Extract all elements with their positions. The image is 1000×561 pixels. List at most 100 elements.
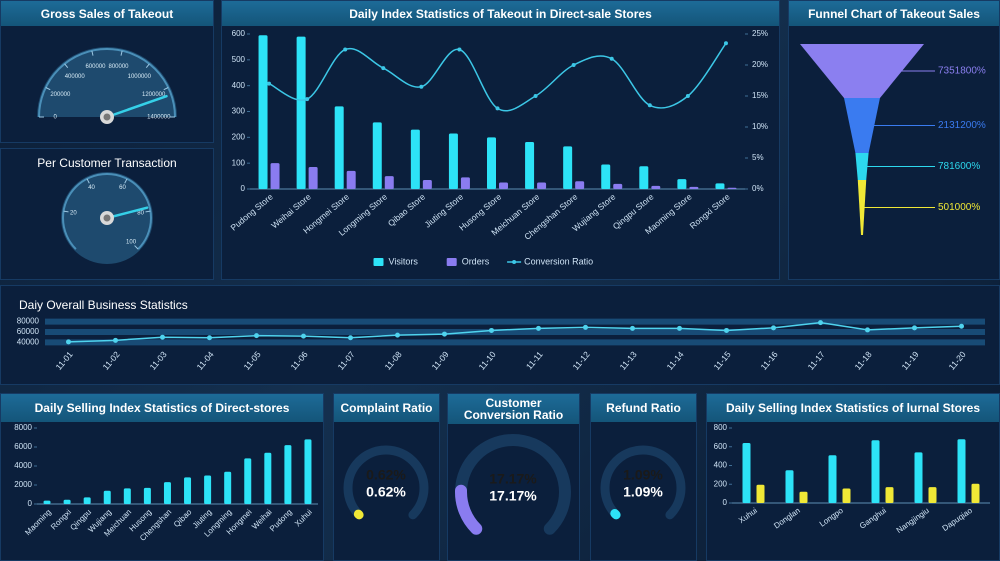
y2-tick-label: 5% (752, 153, 764, 162)
point (267, 81, 272, 86)
panel-title: Daiy Overall Business Statistics (19, 298, 188, 312)
gauge-tick-label: 600000 (85, 64, 106, 70)
bar (184, 477, 192, 504)
point (343, 47, 348, 52)
bar (715, 183, 725, 189)
x-tick-label: Pudong Store (229, 191, 275, 232)
x-tick-label: 11-13 (618, 349, 639, 372)
bar (928, 487, 937, 503)
panel-title: Daily Selling Index Statistics of lurnal… (707, 394, 999, 422)
point (865, 327, 870, 333)
bar (885, 487, 894, 503)
x-tick-label: 11-20 (947, 349, 968, 372)
x-tick-label: Dapuqiao (941, 506, 975, 533)
point (723, 41, 728, 46)
y-tick-label: 6000 (14, 442, 32, 451)
x-tick-label: 11-02 (101, 349, 122, 372)
gauge-hub-inner (103, 214, 111, 222)
bar (448, 133, 458, 189)
bar (244, 458, 252, 504)
point (66, 339, 71, 345)
legend-label: Visitors (389, 256, 419, 266)
bar (914, 452, 923, 503)
panel: Daily Selling Index Statistics of lurnal… (706, 393, 1000, 561)
bar (828, 455, 837, 503)
y-tick-label: 0 (723, 498, 728, 507)
x-tick-label: Ganghui (858, 506, 888, 531)
x-tick-label: Rongxi Store (688, 191, 732, 230)
gauge-tick-label: 100 (126, 240, 137, 246)
bar (601, 164, 611, 189)
x-tick-label: 11-19 (900, 349, 921, 372)
x-tick-label: 11-08 (383, 349, 404, 372)
x-tick-label: 11-09 (430, 349, 451, 372)
point (254, 333, 259, 339)
y2-tick-label: 0% (752, 184, 764, 193)
bar (785, 470, 794, 503)
bar (270, 163, 280, 189)
legend-label: Conversion Ratio (524, 256, 593, 266)
ring-value (455, 484, 483, 535)
panel-title: Refund Ratio (591, 394, 696, 422)
x-tick-label: Xuhui (737, 506, 759, 525)
point (305, 97, 310, 102)
point (301, 333, 306, 339)
gauge-hub-inner (103, 113, 111, 121)
ring-track (343, 445, 429, 520)
y-tick-label: 8000 (14, 423, 32, 432)
bar (799, 491, 808, 503)
ring-value (353, 509, 364, 520)
y-tick-label: 200 (714, 479, 728, 488)
bar (742, 443, 751, 503)
y2-tick-label: 25% (752, 29, 768, 38)
x-tick-label: 11-11 (524, 349, 545, 371)
point (533, 94, 538, 98)
funnel-label: 501000% (938, 202, 980, 213)
gauge-tick (120, 50, 123, 56)
bar (163, 482, 171, 504)
bar (422, 179, 432, 189)
bar (563, 146, 573, 189)
legend-label: Orders (462, 256, 490, 266)
point (630, 325, 635, 331)
y-tick-label: 300 (232, 107, 246, 116)
gauge-face (37, 47, 177, 117)
bar (727, 187, 737, 189)
gauge-tick (86, 178, 90, 184)
ring-label-shadow: 17.17% (489, 471, 537, 487)
bar (264, 452, 272, 504)
bar (871, 440, 880, 503)
panel-title: Daily Selling Index Statistics of Direct… (1, 394, 323, 422)
y-tick-label: 60000 (17, 327, 40, 336)
x-tick-label: 11-07 (336, 349, 357, 372)
x-tick-label: Longpo (818, 506, 845, 529)
gauge-tick-label: 200000 (50, 92, 71, 98)
point (495, 106, 500, 111)
panel-title: Complaint Ratio (334, 394, 439, 422)
bar (957, 439, 966, 503)
point (647, 103, 652, 108)
bar (410, 129, 420, 189)
bar (639, 166, 649, 189)
gauge-tick (145, 210, 151, 213)
gauge-tick-label: 0 (54, 115, 58, 121)
x-tick-label: Xuhui (293, 507, 314, 528)
y2-tick-label: 10% (752, 122, 768, 131)
ring-label: 17.17% (489, 488, 537, 504)
bar (224, 471, 232, 504)
legend-swatch-dot (512, 260, 517, 264)
x-tick-label: 11-14 (665, 349, 686, 372)
point (113, 337, 118, 343)
y-tick-label: 400 (232, 81, 246, 90)
x-tick-label: Qibao (172, 507, 194, 529)
y-tick-label: 4000 (14, 461, 32, 470)
gauge-tick (163, 87, 169, 91)
gauge-tick-label: 20 (70, 210, 77, 216)
x-tick-label: Maoming (23, 508, 53, 538)
bar (103, 490, 111, 504)
gauge-rim (38, 48, 176, 118)
gauge-tick (134, 245, 139, 250)
x-tick-label: 11-18 (853, 349, 874, 372)
panel: Daily Index Statistics of Takeout in Dir… (221, 0, 780, 280)
